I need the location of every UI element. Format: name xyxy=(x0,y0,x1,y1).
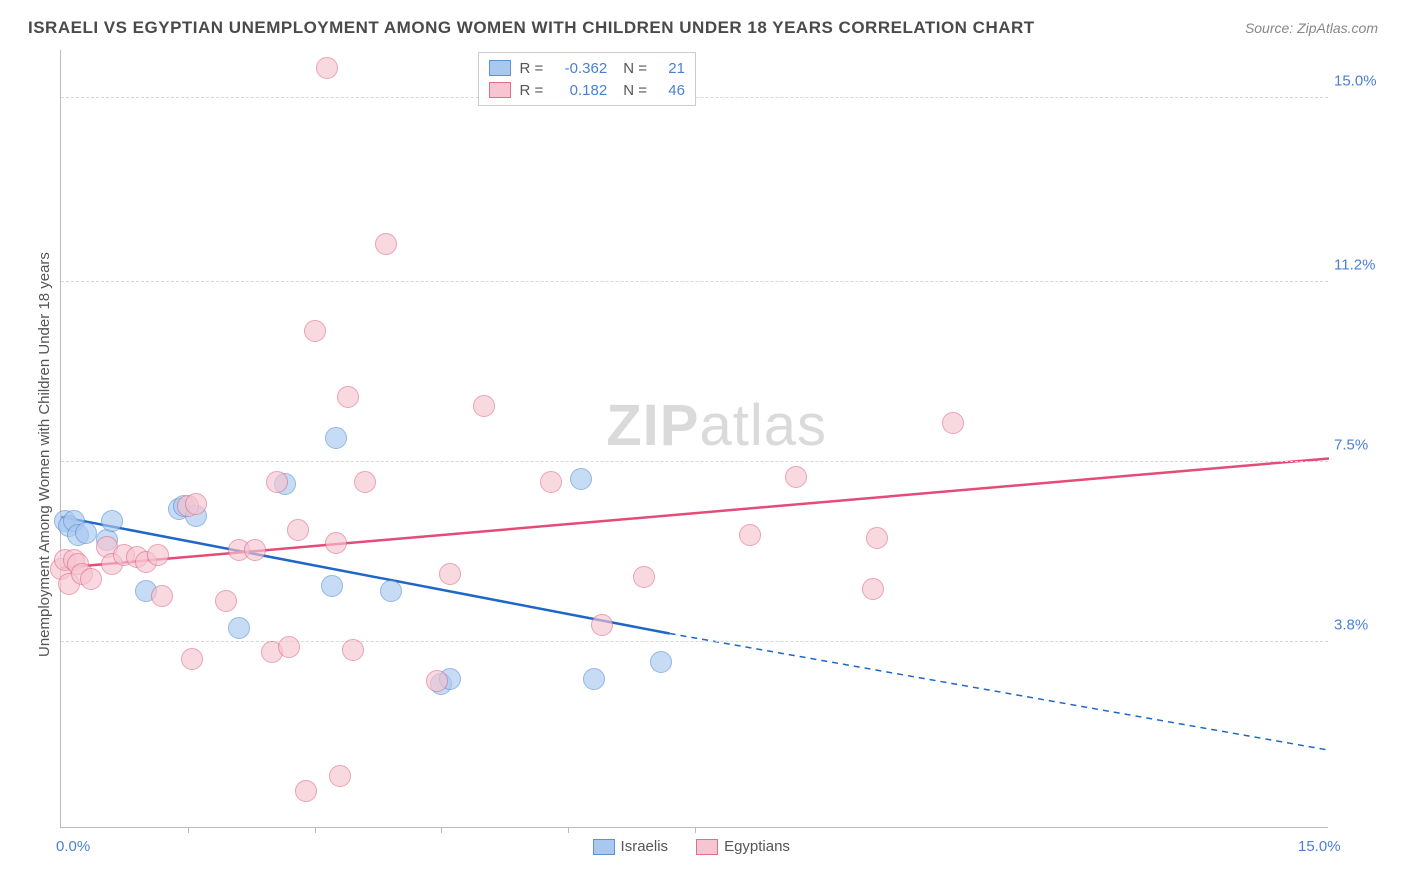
legend-label: Egyptians xyxy=(724,838,790,855)
data-point xyxy=(325,427,347,449)
stat-swatch xyxy=(489,60,511,76)
data-point xyxy=(151,585,173,607)
data-point xyxy=(540,471,562,493)
data-point xyxy=(266,471,288,493)
data-point xyxy=(278,636,300,658)
data-point xyxy=(325,532,347,554)
data-point xyxy=(354,471,376,493)
data-point xyxy=(583,668,605,690)
legend-item: Egyptians xyxy=(696,838,790,855)
data-point xyxy=(785,466,807,488)
data-point xyxy=(439,563,461,585)
stat-r-value: 0.182 xyxy=(551,82,607,99)
data-point xyxy=(215,590,237,612)
legend-swatch xyxy=(593,839,615,855)
scatter-plot: ZIPatlas 3.8%7.5%11.2%15.0% xyxy=(60,50,1328,828)
data-point xyxy=(316,57,338,79)
x-tick xyxy=(315,827,316,833)
data-point xyxy=(287,519,309,541)
legend-label: Israelis xyxy=(621,838,669,855)
gridline xyxy=(61,641,1328,642)
data-point xyxy=(181,648,203,670)
y-tick-label: 15.0% xyxy=(1334,72,1392,89)
data-point xyxy=(426,670,448,692)
legend-swatch xyxy=(696,839,718,855)
data-point xyxy=(80,568,102,590)
data-point xyxy=(337,386,359,408)
gridline xyxy=(61,461,1328,462)
data-point xyxy=(342,639,364,661)
legend: Israelis Egyptians xyxy=(593,838,790,855)
trend-lines xyxy=(61,50,1329,828)
data-point xyxy=(650,651,672,673)
data-point xyxy=(304,320,326,342)
x-tick xyxy=(568,827,569,833)
data-point xyxy=(185,493,207,515)
y-axis-title: Unemployment Among Women with Children U… xyxy=(36,252,53,657)
data-point xyxy=(147,544,169,566)
data-point xyxy=(375,233,397,255)
data-point xyxy=(866,527,888,549)
x-axis-max-label: 15.0% xyxy=(1298,838,1341,855)
stat-n-value: 46 xyxy=(655,82,685,99)
y-tick-label: 7.5% xyxy=(1334,437,1392,454)
data-point xyxy=(942,412,964,434)
legend-item: Israelis xyxy=(593,838,669,855)
data-point xyxy=(75,522,97,544)
data-point xyxy=(473,395,495,417)
y-tick-label: 3.8% xyxy=(1334,617,1392,634)
watermark: ZIPatlas xyxy=(606,392,827,459)
stat-n-value: 21 xyxy=(655,60,685,77)
data-point xyxy=(321,575,343,597)
y-tick-label: 11.2% xyxy=(1334,257,1392,274)
data-point xyxy=(295,780,317,802)
x-tick xyxy=(695,827,696,833)
stat-r-value: -0.362 xyxy=(551,60,607,77)
data-point xyxy=(633,566,655,588)
stat-row: R =-0.362N =21 xyxy=(489,57,685,79)
chart-title: ISRAELI VS EGYPTIAN UNEMPLOYMENT AMONG W… xyxy=(28,18,1035,38)
x-tick xyxy=(441,827,442,833)
x-tick xyxy=(188,827,189,833)
gridline xyxy=(61,281,1328,282)
data-point xyxy=(570,468,592,490)
stat-row: R =0.182N =46 xyxy=(489,79,685,101)
stat-swatch xyxy=(489,82,511,98)
source-label: Source: ZipAtlas.com xyxy=(1245,20,1378,36)
data-point xyxy=(862,578,884,600)
data-point xyxy=(101,510,123,532)
data-point xyxy=(228,617,250,639)
data-point xyxy=(329,765,351,787)
x-axis-min-label: 0.0% xyxy=(56,838,90,855)
correlation-stats-box: R =-0.362N =21R =0.182N =46 xyxy=(478,52,696,106)
data-point xyxy=(244,539,266,561)
title-bar: ISRAELI VS EGYPTIAN UNEMPLOYMENT AMONG W… xyxy=(28,18,1378,38)
data-point xyxy=(591,614,613,636)
data-point xyxy=(380,580,402,602)
data-point xyxy=(739,524,761,546)
